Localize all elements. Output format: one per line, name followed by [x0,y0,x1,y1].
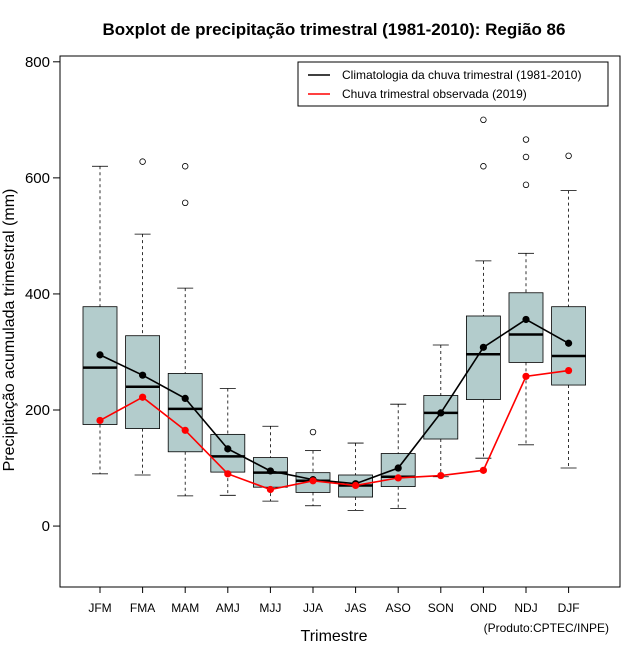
x-tick-label: JFM [88,601,111,615]
series-point [522,315,530,324]
y-tick-label: 200 [25,402,50,419]
series-point [266,485,274,494]
series-point [394,464,402,472]
outlier-point [480,116,487,124]
series-point [139,393,147,401]
legend: Climatologia da chuva trimestral (1981-2… [297,61,609,107]
y-tick-label: 800 [25,54,50,71]
outlier-point [139,158,146,165]
x-tick-label: MAM [171,601,199,615]
series-point [437,409,445,417]
y-tick-label: 0 [42,518,50,535]
series-point [266,467,274,475]
series-point [181,394,189,402]
x-tick-label: AMJ [216,601,240,615]
outlier-point [522,181,530,189]
series-line [99,369,569,491]
series-point [96,351,104,359]
box-iqr [125,335,160,429]
chart-title: Boxplot de precipitação trimestral (1981… [103,20,566,39]
series-point [139,371,147,379]
box-iqr [82,306,118,425]
x-tick-label: ASO [386,601,411,615]
box-son [423,344,459,478]
series-point [565,366,573,375]
box-fma [125,158,160,476]
plot-frame [59,55,621,588]
x-tick-label: SON [428,601,454,615]
x-tick-label: NDJ [514,601,537,615]
series-point [394,474,402,482]
observed-series [96,366,573,494]
series-line [99,318,569,485]
series-point [96,416,104,425]
x-tick-label: DJF [558,601,580,615]
x-tick-label: JJA [303,601,323,615]
x-axis-label: Trimestre [301,628,368,645]
legend-box [297,61,609,107]
box-aso [380,403,416,510]
box-iqr [465,315,501,400]
outlier-point [309,428,317,436]
y-axis-label: Precipitação acumulada trimestral (mm) [1,189,18,472]
outlier-point [565,152,572,160]
outlier-point [480,163,487,170]
box-amj [210,388,246,496]
box-jas [338,442,374,511]
x-tick-label: MJJ [259,601,281,615]
series-point [224,445,232,453]
series-point [352,481,360,490]
outlier-point [181,199,189,207]
box-jja [295,428,331,507]
box-djf [551,152,586,469]
series-point [224,470,232,478]
outlier-point [181,163,189,170]
box-iqr [423,395,459,440]
series-point [437,471,445,480]
legend-label: Climatologia da chuva trimestral (1981-2… [342,68,581,82]
series-point [309,477,317,485]
outlier-point [522,153,530,161]
x-tick-label: FMA [130,601,155,615]
series-point [479,343,487,351]
credit-text: (Produto:CPTEC/INPE) [484,621,609,635]
climatology-series [96,315,573,488]
x-tick-label: OND [470,601,497,615]
x-tick-label: JAS [345,601,367,615]
box-ndj [508,136,544,446]
series-point [181,426,189,434]
outlier-point [522,136,530,143]
plot-area: 0 200 400 600 800 JFM FMA MAM AMJ MJJ JJA JAS ASO SON… [25,54,621,615]
series-point [479,466,487,474]
box-ond [465,116,501,459]
box-mam [167,163,203,497]
series-point [522,372,530,380]
box-jfm [82,165,118,475]
box-iqr [210,433,246,473]
y-tick-label: 400 [25,286,50,303]
y-tick-label: 600 [25,170,50,187]
series-point [565,339,573,347]
legend-label: Chuva trimestral observada (2019) [342,87,527,101]
